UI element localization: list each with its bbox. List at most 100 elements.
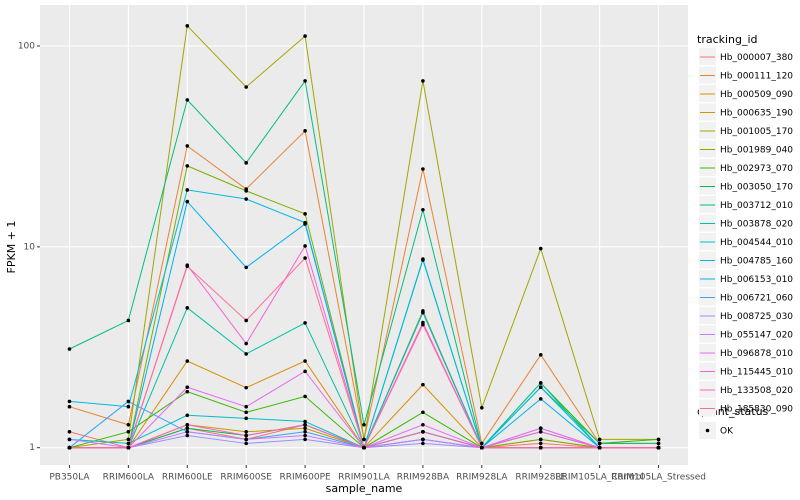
data-point xyxy=(185,164,190,168)
data-point xyxy=(303,429,307,434)
data-point xyxy=(538,441,543,446)
data-point xyxy=(538,381,543,385)
data-point xyxy=(303,34,307,38)
legend-label: Hb_008725_030 xyxy=(720,312,793,322)
y-axis-label: FPKM + 1 xyxy=(5,221,18,274)
legend-label: Hb_115445_010 xyxy=(720,368,793,378)
data-point xyxy=(67,445,72,450)
data-point xyxy=(185,433,190,438)
data-point xyxy=(480,405,484,410)
x-tick-label: RRIM600PE xyxy=(279,473,331,483)
data-point xyxy=(185,144,190,148)
data-point xyxy=(244,385,248,390)
data-point xyxy=(538,437,543,442)
x-tick-label: RRIM928LE xyxy=(515,473,566,483)
data-point xyxy=(597,437,602,442)
data-point xyxy=(421,410,425,415)
y-tick-label: 1 xyxy=(29,443,35,453)
legend-label: Hb_000007_380 xyxy=(720,53,793,63)
data-point xyxy=(303,419,307,424)
legend-label: Hb_001989_040 xyxy=(720,146,793,156)
y-tick-label: 10 xyxy=(24,242,36,252)
x-tick-label: RRIM105LA_Stressed xyxy=(611,473,706,483)
data-point xyxy=(421,437,425,442)
data-point xyxy=(538,385,543,390)
data-point xyxy=(244,429,248,434)
data-point xyxy=(185,188,190,192)
data-point xyxy=(67,429,72,434)
legend-label: Hb_003878_020 xyxy=(720,220,793,230)
data-point xyxy=(185,429,190,434)
data-point xyxy=(421,207,425,212)
data-point xyxy=(185,385,190,390)
data-point xyxy=(244,197,248,201)
data-point xyxy=(303,256,307,260)
x-axis-label: sample_name xyxy=(326,482,403,495)
legend-label: Hb_004785_160 xyxy=(720,257,793,267)
data-point xyxy=(303,212,307,216)
legend-label: Hb_003712_010 xyxy=(720,201,793,211)
data-point xyxy=(126,423,131,427)
data-point xyxy=(421,441,425,446)
x-tick-label: RRIM600LE xyxy=(162,473,213,483)
data-point xyxy=(421,310,425,315)
data-point xyxy=(303,437,307,442)
data-point xyxy=(185,199,190,204)
x-tick-label: RRIM105LA_Control xyxy=(555,473,644,483)
data-point xyxy=(244,85,248,89)
data-point xyxy=(421,167,425,171)
legend-label: Hb_001005_170 xyxy=(720,127,793,137)
data-point xyxy=(185,264,190,269)
data-point xyxy=(303,394,307,399)
data-point xyxy=(185,423,190,427)
data-point xyxy=(303,244,307,248)
legend-label: Hb_185830_090 xyxy=(720,405,793,415)
legend-label: Hb_006153_010 xyxy=(720,275,793,285)
data-point xyxy=(67,437,72,442)
legend-label: Hb_000509_090 xyxy=(720,90,793,100)
data-point xyxy=(244,352,248,356)
x-tick-label: RRIM901LA xyxy=(338,473,390,483)
data-point xyxy=(597,445,602,450)
data-point xyxy=(244,433,248,438)
data-point xyxy=(303,79,307,83)
data-point xyxy=(421,423,425,427)
data-point xyxy=(538,429,543,434)
data-point xyxy=(126,437,131,442)
data-point xyxy=(244,416,248,421)
data-point xyxy=(421,429,425,434)
data-point xyxy=(538,397,543,401)
data-point xyxy=(67,399,72,404)
legend-label: OK xyxy=(720,427,734,437)
data-point xyxy=(185,426,190,431)
data-point xyxy=(538,445,543,450)
x-tick-label: RRIM600SE xyxy=(220,473,272,483)
data-point xyxy=(538,246,543,251)
data-point xyxy=(185,359,190,363)
x-tick-label: RRIM928LA xyxy=(456,473,508,483)
data-point xyxy=(303,369,307,374)
data-point xyxy=(656,441,661,446)
data-point xyxy=(126,399,131,404)
data-point xyxy=(480,445,484,450)
legend-label: Hb_000635_190 xyxy=(720,109,793,119)
y-tick-label: 100 xyxy=(18,41,35,51)
x-tick-label: PB350LA xyxy=(49,473,90,483)
data-point xyxy=(185,306,190,310)
data-point xyxy=(597,441,602,446)
legend-label: Hb_003050_170 xyxy=(720,183,793,193)
data-point xyxy=(67,404,72,409)
data-point xyxy=(244,410,248,415)
data-point xyxy=(126,318,131,323)
data-point xyxy=(126,445,131,450)
data-point xyxy=(303,423,307,427)
data-point xyxy=(303,321,307,325)
data-point xyxy=(656,437,661,442)
data-point xyxy=(244,441,248,446)
data-point xyxy=(244,189,248,193)
data-point xyxy=(244,265,248,270)
legend-label: Hb_055147_020 xyxy=(720,331,793,341)
data-point xyxy=(126,404,131,409)
data-point xyxy=(244,161,248,165)
